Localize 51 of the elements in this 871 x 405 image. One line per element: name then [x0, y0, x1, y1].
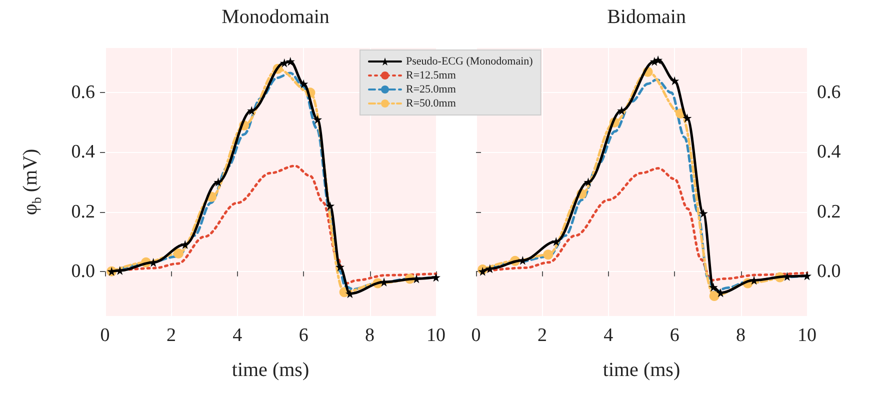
y-tick-label: 0.6: [817, 82, 841, 104]
point: [313, 114, 322, 124]
x-tick-label: 2: [166, 325, 176, 346]
y-tick-label: 0.6: [71, 82, 95, 104]
point: [286, 56, 295, 66]
x-axis-title: time (ms): [232, 359, 310, 381]
point: [617, 106, 626, 116]
point: [654, 55, 663, 64]
point: [708, 282, 718, 292]
x-tick-label: 0: [100, 325, 110, 346]
y-axis-title: φb (mV): [20, 148, 44, 216]
y-tick-label: 0.2: [71, 201, 95, 222]
point: [552, 237, 561, 246]
chart-title: Bidomain: [607, 6, 686, 28]
point: [802, 271, 812, 280]
x-tick-label: 4: [604, 325, 614, 346]
point: [247, 106, 256, 116]
point: [180, 240, 190, 250]
legend-label: R=12.5mm: [406, 70, 456, 82]
point: [709, 291, 720, 302]
point: [326, 201, 335, 210]
x-tick-label: 6: [298, 325, 308, 346]
x-tick-label: 0: [471, 325, 481, 346]
point: [698, 208, 708, 218]
x-tick-label: 8: [365, 325, 375, 346]
y-tick-label: 0.2: [817, 201, 841, 222]
point: [299, 79, 308, 88]
chart-title: Monodomain: [222, 6, 330, 28]
y-tick-label: 0.0: [71, 260, 95, 282]
y-tick-label: 0.4: [71, 142, 96, 163]
point: [682, 113, 692, 122]
point: [173, 248, 184, 258]
point: [336, 262, 345, 272]
x-tick-label: 4: [232, 325, 243, 346]
point: [782, 272, 792, 281]
point: [432, 272, 440, 282]
legend-label: Pseudo-ECG (Monodomain): [406, 56, 534, 68]
x-axis-title: time (ms): [602, 359, 680, 381]
point: [584, 178, 593, 186]
y-tick-label: 0.4: [817, 142, 842, 163]
point: [543, 250, 554, 260]
legend-label: R=25.0mm: [406, 84, 456, 96]
y-tick-label: 0.0: [817, 260, 841, 282]
x-tick-label: 10: [798, 325, 816, 346]
point: [670, 76, 680, 86]
x-tick-label: 10: [426, 325, 446, 346]
x-tick-label: 6: [670, 325, 680, 346]
legend-label: R=50.0mm: [406, 98, 456, 110]
x-tick-label: 2: [537, 325, 547, 346]
point: [214, 178, 223, 186]
x-tick-label: 8: [736, 325, 746, 346]
